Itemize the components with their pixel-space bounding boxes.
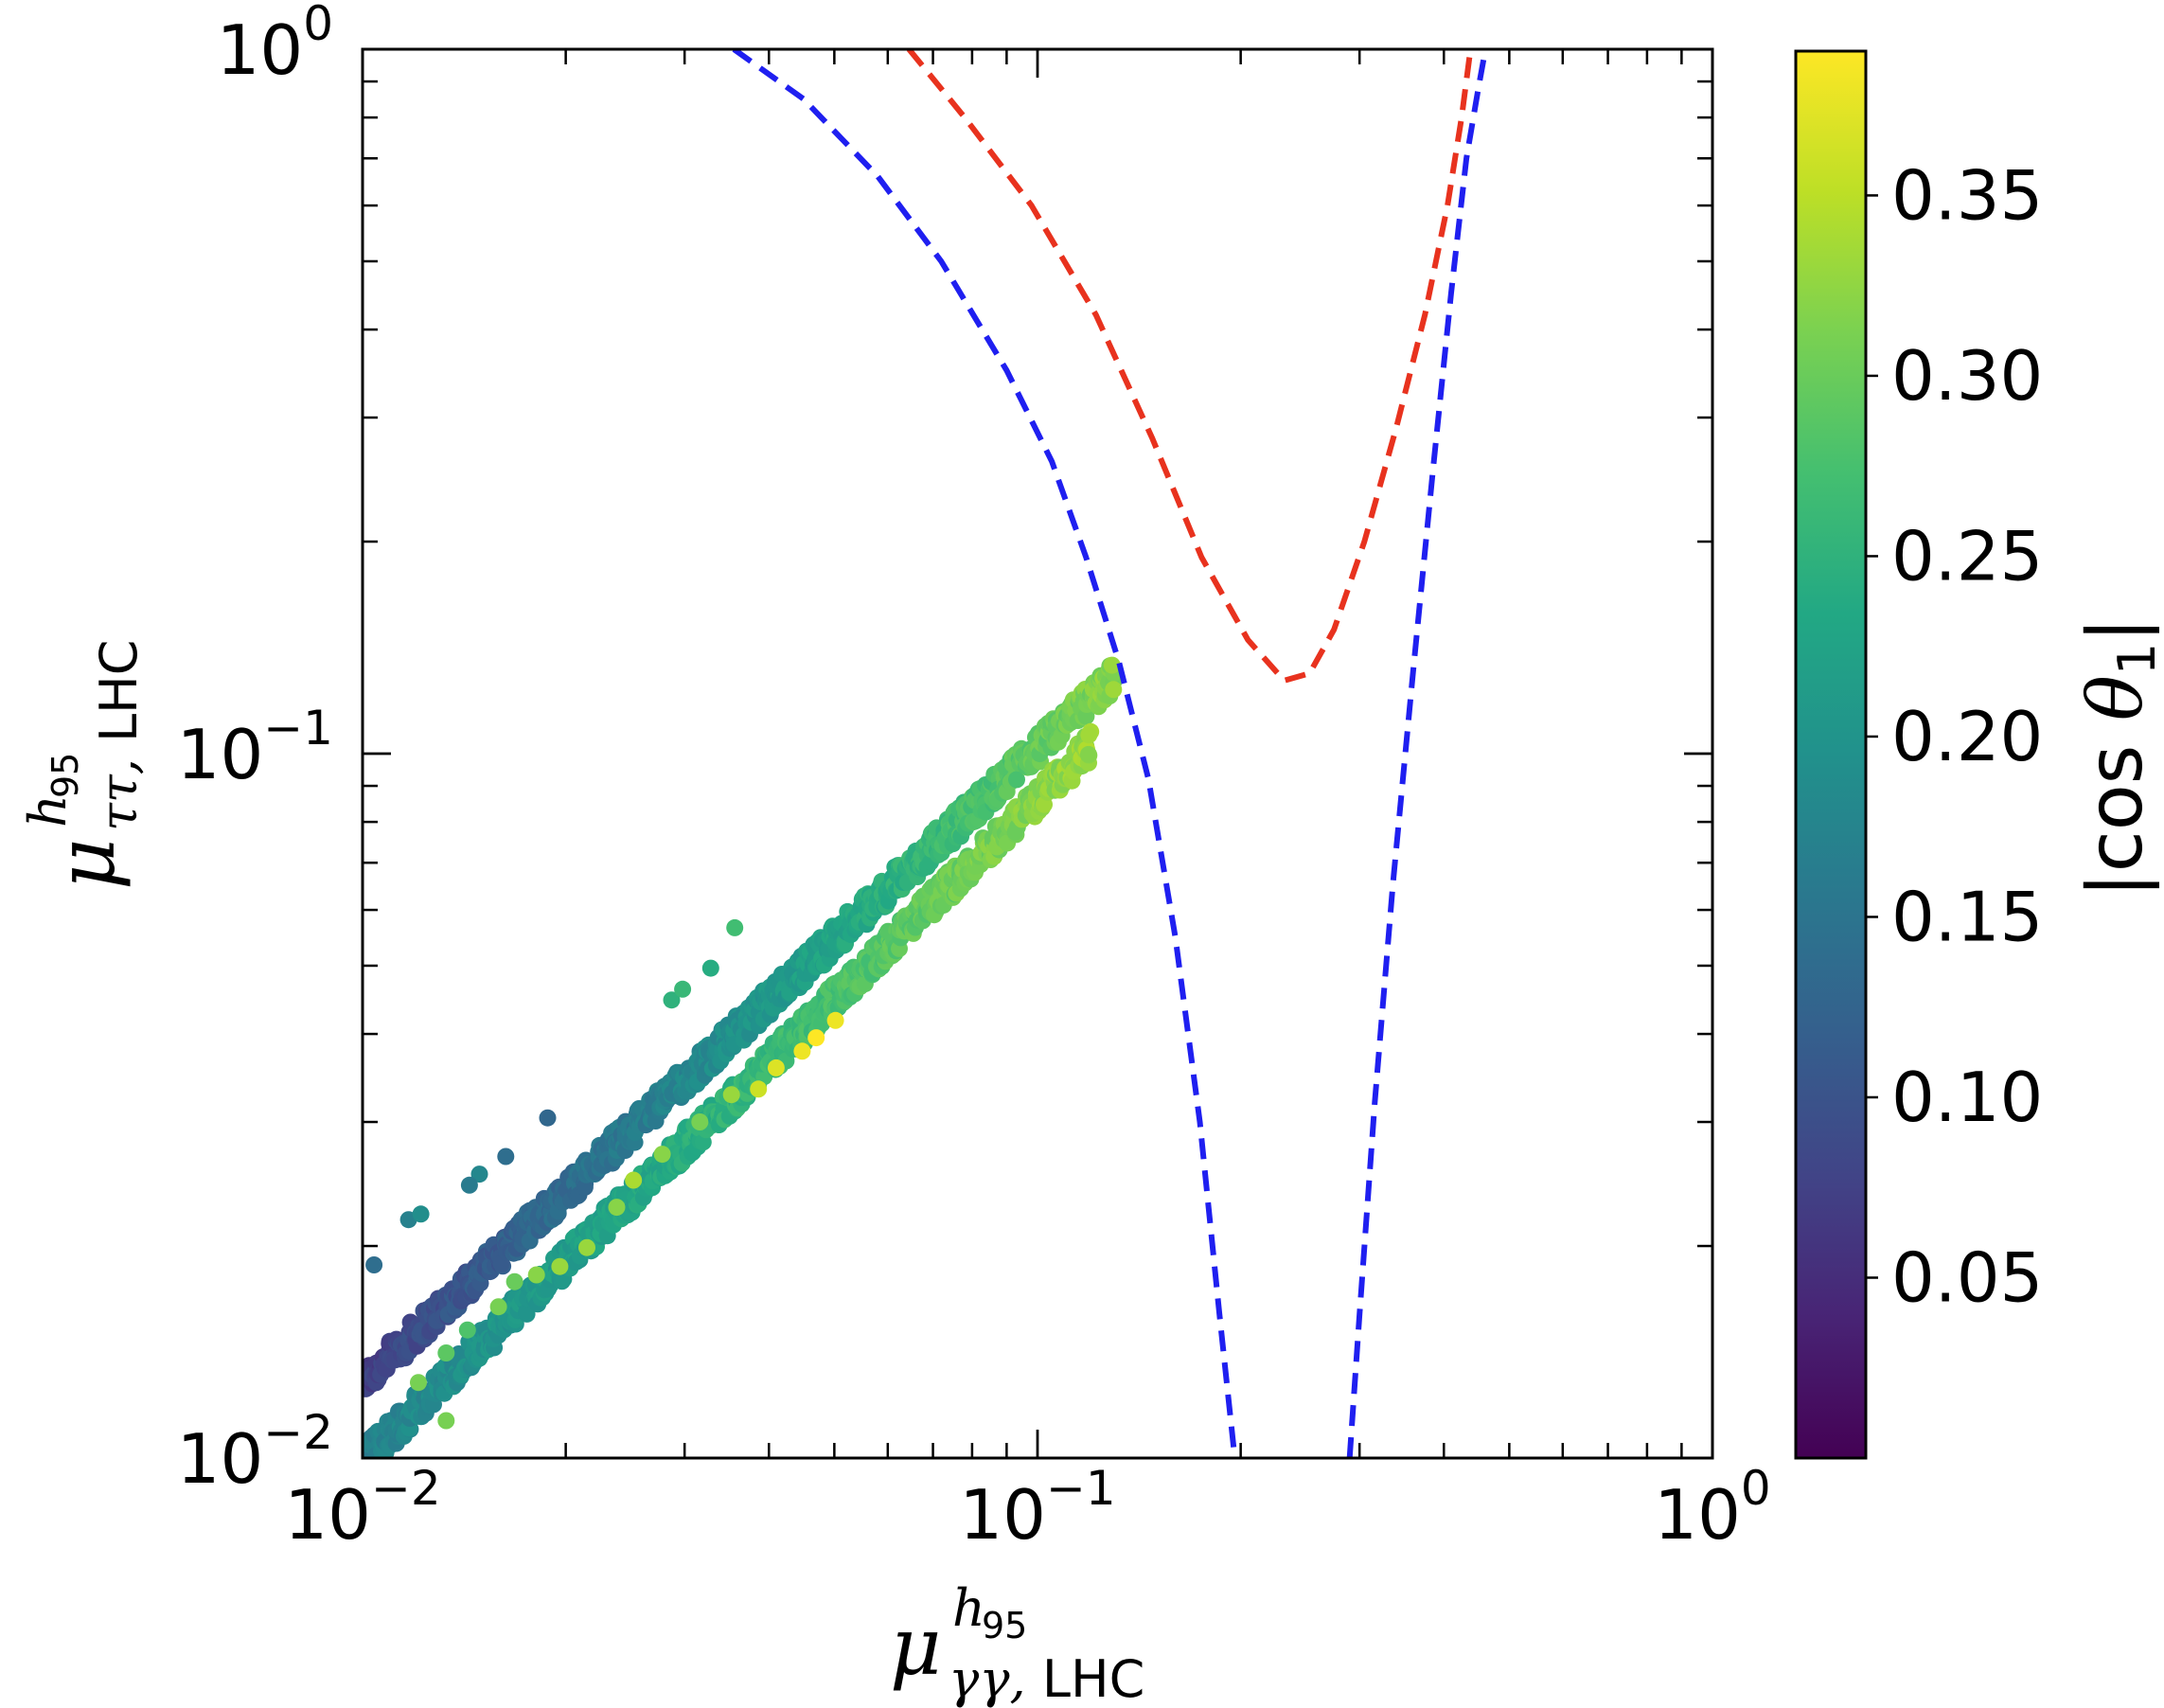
x-label-sup-sub: 95: [982, 1605, 1027, 1646]
x-label-sup-h: h: [952, 1578, 985, 1638]
scatter-point: [365, 1256, 383, 1273]
scatter-point: [674, 980, 692, 998]
red-dashed-contour: [906, 49, 1474, 684]
scatter-point: [726, 918, 744, 936]
scatter-point: [506, 1272, 523, 1290]
x-tick-label: 10−2: [284, 1461, 440, 1555]
x-tick-label: 10−1: [959, 1461, 1115, 1555]
scatter-point: [460, 1176, 478, 1194]
scatter-point: [412, 1205, 430, 1223]
plot-frame: [361, 47, 1714, 1460]
x-label-sub: γγ, LHC: [949, 1649, 1144, 1708]
colorbar: 0.05 0.10 0.15 0.20 0.25 0.30 0.35 |cos θ1|: [1794, 49, 2164, 1460]
scatter-point: [767, 1059, 785, 1076]
x-tick-label: 100: [1654, 1461, 1770, 1555]
contour-lines: [732, 49, 1489, 1458]
y-tick-labels: 10−2 10−1 100: [177, 0, 333, 1499]
y-tick-label: 10−2: [177, 1405, 333, 1499]
scatter-point: [750, 1080, 768, 1098]
scatter-point: [1008, 771, 1025, 789]
y-label-sub: ττ, LHC: [89, 640, 149, 831]
scatter-point: [807, 1029, 825, 1047]
scatter-point: [1103, 656, 1121, 674]
scatter-point: [653, 1146, 671, 1164]
y-tick-label: 10−1: [177, 701, 333, 794]
colorbar-tick-label: 0.10: [1891, 1058, 2043, 1137]
scatter-point: [576, 1178, 594, 1196]
scatter-point: [437, 1412, 455, 1430]
scatter-point: [608, 1199, 626, 1217]
colorbar-gradient: [1794, 49, 1868, 1460]
scatter-point: [410, 1374, 427, 1392]
blue-dashed-contour: [1346, 49, 1489, 1458]
scatter-point: [437, 1344, 455, 1361]
scatter-point: [527, 1266, 545, 1284]
colorbar-label: |cos θ1|: [2071, 617, 2164, 898]
colorbar-tick-label: 0.25: [1891, 516, 2043, 596]
colorbar-tick-label: 0.35: [1891, 155, 2043, 235]
scatter-point: [793, 1042, 811, 1060]
x-label-mu: μ: [890, 1600, 942, 1693]
y-axis-label: μ h 95 ττ, LHC: [18, 640, 149, 890]
scatter-point: [826, 1011, 844, 1029]
scatter-point: [722, 1086, 740, 1104]
scatter-point: [625, 1171, 643, 1189]
scatter-point: [701, 959, 719, 977]
scatter-point: [470, 1165, 488, 1183]
colorbar-tick-label: 0.20: [1891, 697, 2043, 776]
y-label-sup-sub: 95: [44, 753, 86, 798]
colorbar-label-text: |cos θ1|: [2071, 617, 2164, 898]
scatter-point: [1080, 726, 1098, 744]
scatter-point: [539, 1109, 557, 1127]
x-axis-label: μ h 95 γγ, LHC: [890, 1578, 1144, 1708]
y-tick-label: 100: [217, 0, 333, 90]
scatter-point: [458, 1321, 476, 1339]
scatter-point: [663, 991, 681, 1009]
colorbar-tick-label: 0.30: [1891, 336, 2043, 416]
scatter-point: [578, 1238, 595, 1256]
scatter-points: [363, 656, 1123, 1458]
scatter-point: [497, 1148, 515, 1165]
scatter-point: [1105, 681, 1123, 699]
blue-dashed-contour: [732, 49, 1238, 1458]
colorbar-ticks: 0.05 0.10 0.15 0.20 0.25 0.30 0.35: [1866, 155, 2043, 1317]
y-label-mu: μ: [40, 838, 133, 890]
colorbar-tick-label: 0.15: [1891, 877, 2043, 956]
y-label-sup-h: h: [18, 794, 78, 827]
scatter-point: [551, 1257, 569, 1275]
scatter-point: [489, 1298, 507, 1316]
colorbar-tick-label: 0.05: [1891, 1237, 2043, 1317]
x-tick-labels: 10−2 10−1 100: [284, 1461, 1770, 1555]
scatter-point: [691, 1113, 709, 1130]
scatter-point: [1079, 745, 1097, 763]
